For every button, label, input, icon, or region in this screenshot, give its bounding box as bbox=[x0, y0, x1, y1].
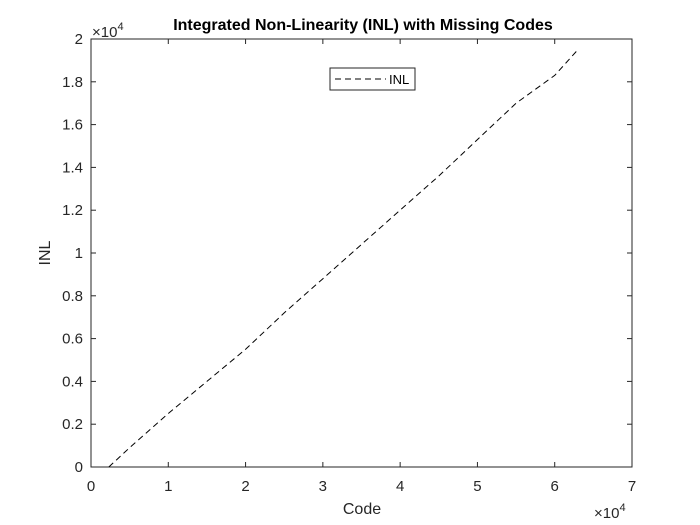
x-tick-label: 1 bbox=[164, 478, 172, 495]
x-tick-label: 7 bbox=[628, 478, 636, 495]
x-tick-label: 3 bbox=[319, 478, 327, 495]
y-axis-ticks: 0 0.2 0.4 0.6 0.8 1 1.2 1.4 1.6 1.8 2 bbox=[62, 31, 632, 476]
chart-title: Integrated Non-Linearity (INL) with Miss… bbox=[173, 17, 553, 34]
svg-text:×104: ×104 bbox=[594, 502, 626, 522]
y-tick-label: 0.6 bbox=[62, 331, 83, 348]
x-tick-label: 5 bbox=[473, 478, 481, 495]
x-tick-label: 2 bbox=[241, 478, 249, 495]
x-tick-label: 4 bbox=[396, 478, 404, 495]
y-tick-label: 0.4 bbox=[62, 373, 83, 390]
y-tick-label: 1.8 bbox=[62, 74, 83, 91]
y-tick-label: 1.4 bbox=[62, 159, 83, 176]
legend-label-inl: INL bbox=[389, 72, 409, 87]
x-axis-ticks: 0 1 2 3 4 5 6 7 bbox=[87, 39, 636, 495]
x-axis-label: Code bbox=[343, 501, 381, 518]
y-tick-label: 0.8 bbox=[62, 288, 83, 305]
x-tick-label: 6 bbox=[551, 478, 559, 495]
y-tick-label: 0.2 bbox=[62, 416, 83, 433]
svg-text:×104: ×104 bbox=[92, 21, 124, 41]
legend: INL bbox=[329, 67, 416, 91]
y-tick-label: 2 bbox=[75, 31, 83, 48]
legend-box bbox=[329, 67, 416, 91]
y-tick-label: 1.6 bbox=[62, 117, 83, 134]
x-tick-label: 0 bbox=[87, 478, 95, 495]
y-tick-label: 0 bbox=[75, 459, 83, 476]
inl-series-line bbox=[108, 49, 579, 468]
plot-area bbox=[90, 38, 633, 468]
y-axis-label: INL bbox=[37, 240, 54, 265]
y-tick-label: 1.2 bbox=[62, 202, 83, 219]
y-tick-label: 1 bbox=[75, 245, 83, 262]
y-exponent-label: ×104 bbox=[92, 21, 124, 41]
x-exponent-label: ×104 bbox=[594, 502, 626, 522]
